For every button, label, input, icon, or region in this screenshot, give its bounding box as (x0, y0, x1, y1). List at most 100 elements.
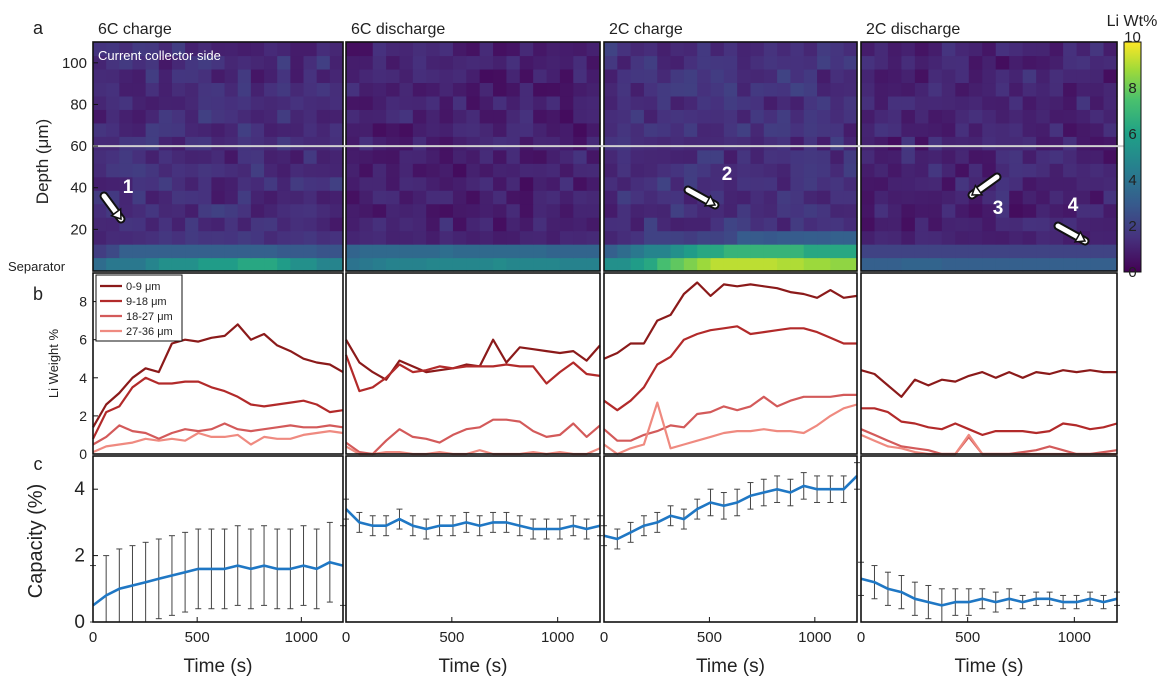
heatmap-cell (372, 257, 387, 272)
heatmap-cell (1022, 136, 1037, 151)
heatmap-cell (171, 163, 186, 178)
heatmap-cell (264, 55, 278, 70)
heatmap-cell (1103, 42, 1118, 57)
heatmap-cell (1063, 55, 1078, 70)
heatmap-cell (132, 257, 147, 272)
heatmap-cell (723, 122, 738, 137)
heatmap-cell (493, 230, 508, 245)
depth-axis-label: Depth (μm) (33, 119, 52, 204)
arrow-head (970, 184, 984, 196)
heatmap-cell (533, 122, 548, 137)
heatmap-cell (237, 257, 252, 272)
heatmap-cell (346, 217, 360, 232)
heatmap-cell (277, 42, 291, 57)
heatmap-cell (1009, 257, 1024, 272)
heatmap-cell (1022, 109, 1037, 124)
heatmap-cell (1049, 149, 1064, 164)
heatmap-cell (466, 163, 481, 178)
colorbar-tick: 6 (1128, 126, 1136, 143)
heatmap-cell (316, 190, 331, 205)
heatmap-cell (211, 109, 226, 124)
heatmap-cell (914, 122, 929, 137)
heatmap-cell (982, 149, 997, 164)
heatmap-cell (277, 149, 291, 164)
heatmap-cell (1103, 176, 1118, 191)
heatmap-cell (145, 95, 160, 110)
heatmap-cell (843, 230, 858, 245)
heatmap-cell (506, 203, 521, 218)
heatmap-cell (372, 244, 387, 259)
heatmap-cell (171, 230, 186, 245)
heatmap-cell (303, 217, 318, 232)
heatmap-cell (559, 55, 574, 70)
heatmap-cell (399, 68, 414, 84)
heatmap-cell (93, 257, 107, 272)
heatmap-cell (968, 257, 983, 272)
heatmap-cell (346, 244, 360, 259)
arrow-head (109, 207, 122, 221)
heatmap-cell (452, 176, 467, 191)
heatmap-cell (426, 82, 441, 97)
heatmap-cell (329, 95, 344, 110)
heatmap-cell (372, 149, 387, 164)
heatmap-cell (106, 244, 120, 259)
heatmap-cell (817, 149, 831, 164)
heatmap-cell (264, 95, 278, 110)
heatmap-cell (466, 55, 481, 70)
heatmap-cell (303, 82, 318, 97)
heatmap-cell (1049, 109, 1064, 124)
heatmap-cell (198, 55, 213, 70)
heatmap-cell (1036, 122, 1051, 137)
heatmap-cell (277, 68, 291, 84)
heatmap-cell (466, 82, 481, 97)
heatmap-cell (777, 190, 792, 205)
heatmap-cell (750, 244, 765, 259)
heatmap-cell (763, 190, 778, 205)
heatmap-cell (1049, 176, 1064, 191)
heatmap-frame (603, 41, 858, 272)
heatmap-cell (830, 230, 845, 245)
heatmap-cell (1022, 42, 1037, 57)
heatmap-cell (559, 163, 574, 178)
heatmap-cell (573, 95, 588, 110)
capacity-line (92, 560, 344, 607)
colorbar-tick: 10 (1124, 29, 1141, 46)
heatmap-cell (803, 136, 818, 151)
heatmap-cell (604, 136, 618, 151)
heatmap-cell (723, 42, 738, 57)
heatmap-cell (803, 109, 818, 124)
heatmap-cell (198, 42, 213, 57)
heatmap-cell (386, 203, 401, 218)
heatmap-cell (119, 95, 134, 110)
heatmap-cell (830, 68, 845, 84)
heatmap-cell (546, 55, 561, 70)
heatmap-cell (519, 203, 534, 218)
heatmap-cell (106, 176, 120, 191)
heatmap-cell (132, 203, 147, 218)
heatmap-cell (519, 109, 534, 124)
heatmap-cell (171, 244, 186, 259)
heatmap-cell (1103, 230, 1118, 245)
heatmap-cell (119, 163, 134, 178)
heatmap-cell (466, 109, 481, 124)
heatmap-cell (93, 176, 107, 191)
heatmap-cell (1076, 68, 1091, 84)
heatmap-cell (982, 42, 997, 57)
marker-number: 4 (1068, 195, 1079, 216)
heatmap-cell (1103, 109, 1118, 124)
heatmap-cell (737, 82, 752, 97)
heatmap-cell (941, 82, 956, 97)
heatmap-cell (1076, 244, 1091, 259)
heatmap-cell (145, 244, 160, 259)
heatmap-cell (1036, 176, 1051, 191)
heatmap-cell (303, 230, 318, 245)
heatmap-cell (657, 136, 672, 151)
heatmap-cell (901, 109, 916, 124)
colorbar-tick: 0 (1128, 264, 1136, 281)
heatmap-cell (737, 230, 752, 245)
heatmap-cell (1076, 217, 1091, 232)
heatmap-cell (145, 82, 160, 97)
heatmap-cell (750, 163, 765, 178)
heatmap-cell (439, 149, 454, 164)
heatmap-cell (466, 122, 481, 137)
